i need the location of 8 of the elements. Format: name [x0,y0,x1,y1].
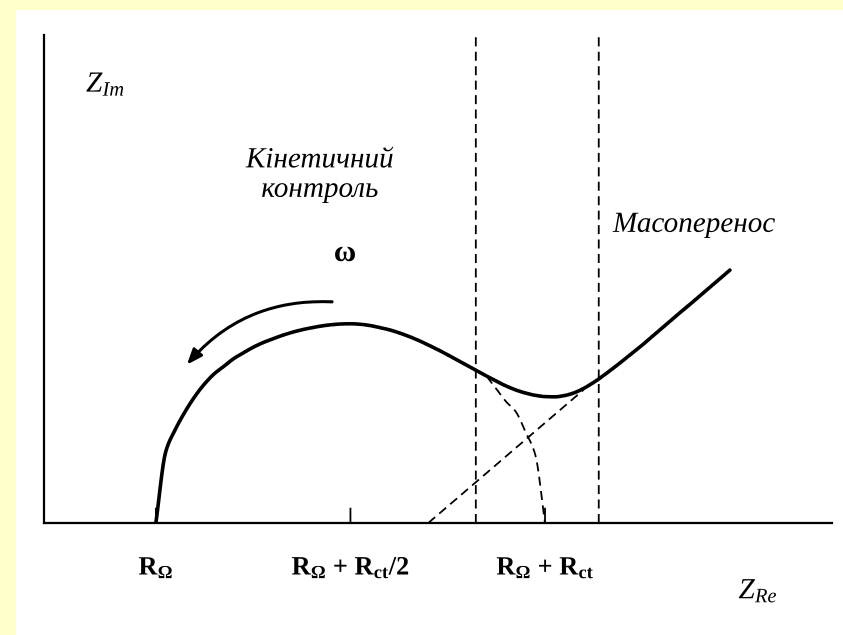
text: Z$_{Im}$ [86,72,124,96]
x-tick-label: R$_{Ω}$ + R$_{ct}$/2 [292,556,408,578]
text: Кінетичний контроль [246,146,394,204]
x-axis-title: Z$_{Re}$ [738,579,776,602]
x-tick-label: R$_{Ω}$ + R$_{ct}$ [496,557,593,578]
x-tick-label: R$_{Ω}$ [138,557,172,578]
text: Масоперенос [612,212,775,238]
text: ω [335,246,355,262]
